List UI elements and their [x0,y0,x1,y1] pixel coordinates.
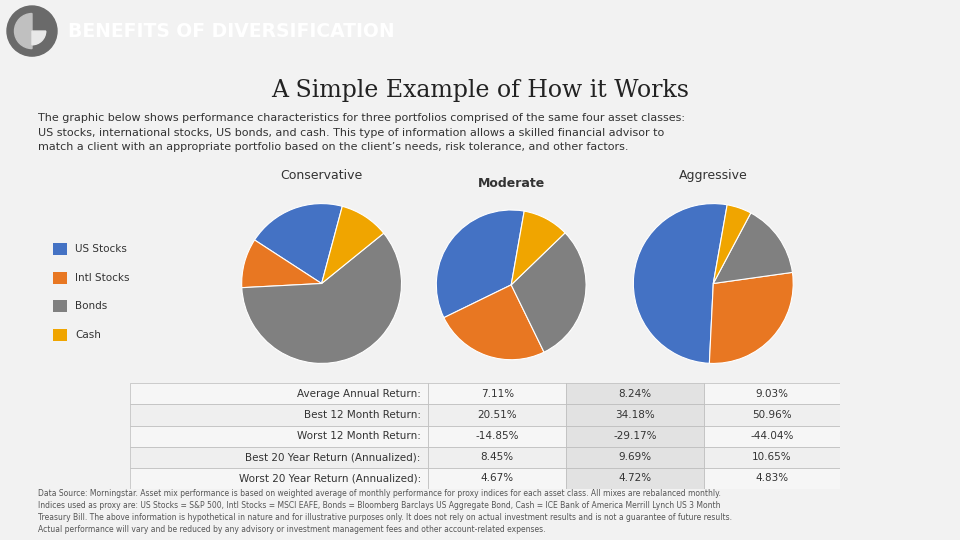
FancyBboxPatch shape [704,468,840,489]
FancyBboxPatch shape [130,447,428,468]
FancyBboxPatch shape [704,383,840,404]
Wedge shape [713,205,751,284]
Text: Best 20 Year Return (Annualized):: Best 20 Year Return (Annualized): [246,452,420,462]
Bar [53,243,66,255]
Wedge shape [511,233,586,352]
FancyBboxPatch shape [428,426,566,447]
Text: 10.65%: 10.65% [752,452,792,462]
FancyBboxPatch shape [704,404,840,426]
Text: -29.17%: -29.17% [613,431,657,441]
Text: 9.03%: 9.03% [756,389,788,399]
Text: Cash: Cash [75,330,101,340]
Wedge shape [437,210,524,318]
Wedge shape [32,31,46,45]
Text: Data Source: Morningstar. Asset mix performance is based on weighted average of : Data Source: Morningstar. Asset mix perf… [38,489,732,534]
Text: 8.45%: 8.45% [481,452,514,462]
FancyBboxPatch shape [566,383,704,404]
Text: 20.51%: 20.51% [477,410,517,420]
Text: US Stocks: US Stocks [75,244,127,254]
Text: -14.85%: -14.85% [475,431,519,441]
Text: 4.72%: 4.72% [618,473,652,483]
FancyBboxPatch shape [130,383,428,404]
FancyBboxPatch shape [704,426,840,447]
FancyBboxPatch shape [566,404,704,426]
Wedge shape [511,211,565,285]
Text: Bonds: Bonds [75,301,108,311]
Wedge shape [254,204,343,284]
Wedge shape [14,14,32,49]
Wedge shape [322,206,384,284]
Text: Intl Stocks: Intl Stocks [75,273,130,282]
Text: The graphic below shows performance characteristics for three portfolios compris: The graphic below shows performance char… [38,113,685,152]
Text: 9.69%: 9.69% [618,452,652,462]
FancyBboxPatch shape [704,447,840,468]
Text: Worst 12 Month Return:: Worst 12 Month Return: [297,431,420,441]
Text: 8.24%: 8.24% [618,389,652,399]
FancyBboxPatch shape [566,468,704,489]
FancyBboxPatch shape [428,404,566,426]
Wedge shape [242,240,322,288]
Wedge shape [444,285,544,360]
Bar [53,329,66,341]
FancyBboxPatch shape [566,426,704,447]
FancyBboxPatch shape [428,383,566,404]
Bar [53,300,66,312]
Text: Best 12 Month Return:: Best 12 Month Return: [304,410,420,420]
Text: BENEFITS OF DIVERSIFICATION: BENEFITS OF DIVERSIFICATION [68,22,395,40]
Circle shape [7,6,57,56]
Title: Aggressive: Aggressive [679,170,748,183]
Bar [53,272,66,284]
Title: Moderate: Moderate [477,177,545,190]
FancyBboxPatch shape [566,447,704,468]
Wedge shape [709,272,793,363]
Wedge shape [634,204,727,363]
Text: -44.04%: -44.04% [750,431,794,441]
Text: 7.11%: 7.11% [481,389,514,399]
FancyBboxPatch shape [130,404,428,426]
FancyBboxPatch shape [428,447,566,468]
FancyBboxPatch shape [130,468,428,489]
Wedge shape [713,213,792,284]
Title: Conservative: Conservative [280,170,363,183]
Text: 4.83%: 4.83% [756,473,788,483]
FancyBboxPatch shape [428,468,566,489]
Text: Average Annual Return:: Average Annual Return: [297,389,420,399]
Text: A Simple Example of How it Works: A Simple Example of How it Works [271,79,689,102]
Text: 50.96%: 50.96% [752,410,792,420]
Text: 34.18%: 34.18% [615,410,655,420]
FancyBboxPatch shape [130,426,428,447]
Text: Worst 20 Year Return (Annualized):: Worst 20 Year Return (Annualized): [239,473,420,483]
Wedge shape [242,233,401,363]
Text: 4.67%: 4.67% [481,473,514,483]
